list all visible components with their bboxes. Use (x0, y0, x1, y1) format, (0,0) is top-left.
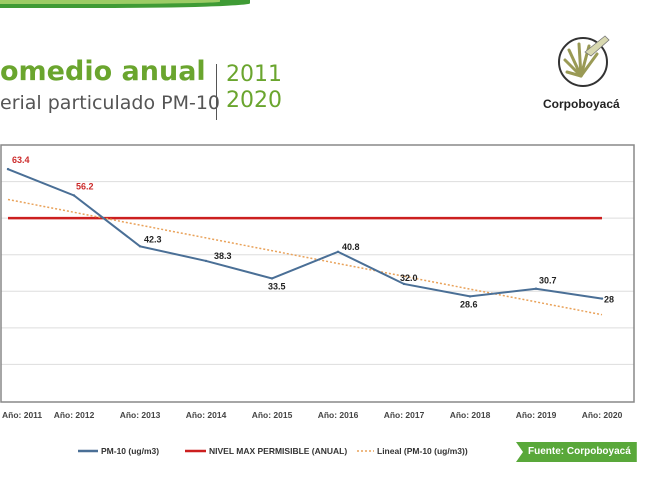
legend-label-pm10: PM-10 (ug/m3) (101, 446, 159, 456)
data-label: 63.4 (12, 155, 30, 165)
trend-line (7, 198, 603, 316)
x-tick-label: Año: 2011 (2, 410, 42, 420)
x-tick-label: Año: 2018 (450, 410, 491, 420)
pm10-point (468, 295, 472, 298)
header-swoosh (0, 0, 250, 8)
x-tick-label: Año: 2012 (54, 410, 95, 420)
pm10-point (336, 250, 340, 253)
legend-label-trend: Lineal (PM-10 (ug/m3)) (377, 446, 468, 456)
legend-label-limit: NIVEL MAX PERMISIBLE (ANUAL) (209, 446, 347, 456)
x-tick-label: Año: 2019 (516, 410, 557, 420)
header-swoosh-light (0, 0, 220, 4)
data-label: 28.6 (460, 299, 478, 309)
data-label: 56.2 (76, 181, 94, 191)
pm10-point (6, 167, 10, 171)
pm10-point (600, 297, 604, 300)
x-tick-label: Año: 2014 (186, 410, 227, 420)
pm10-point (204, 259, 208, 263)
pm10-point (138, 245, 142, 248)
data-label: 28 (604, 295, 614, 305)
data-label: 40.8 (342, 242, 360, 252)
page-title: omedio anual (0, 56, 206, 87)
page-subtitle: erial particulado PM-10 (0, 92, 221, 114)
data-label: 33.5 (268, 281, 286, 291)
year-start: 2011 (226, 62, 282, 87)
x-tick-label: Año: 2016 (318, 410, 359, 420)
data-label: 42.3 (144, 234, 162, 244)
year-end: 2020 (226, 88, 282, 113)
x-tick-label: Año: 2020 (582, 410, 623, 420)
x-tick-label: Año: 2013 (120, 410, 161, 420)
data-label: 30.7 (539, 276, 557, 286)
source-badge: Fuente: Corpoboyacá (516, 442, 637, 462)
pm10-line (7, 168, 603, 300)
logo-text: Corpoboyacá (543, 97, 620, 111)
x-tick-label: Año: 2017 (384, 410, 425, 420)
pm10-point (270, 277, 274, 280)
plot-border (0, 144, 635, 403)
corpoboyaca-logo-icon (558, 35, 610, 87)
data-label: 32.0 (400, 273, 418, 283)
pm10-point (534, 287, 538, 290)
pm10-point (72, 194, 76, 197)
x-tick-label: Año: 2015 (252, 410, 293, 420)
pm10-point (402, 282, 406, 286)
title-divider (216, 64, 217, 120)
data-label: 38.3 (214, 251, 232, 261)
